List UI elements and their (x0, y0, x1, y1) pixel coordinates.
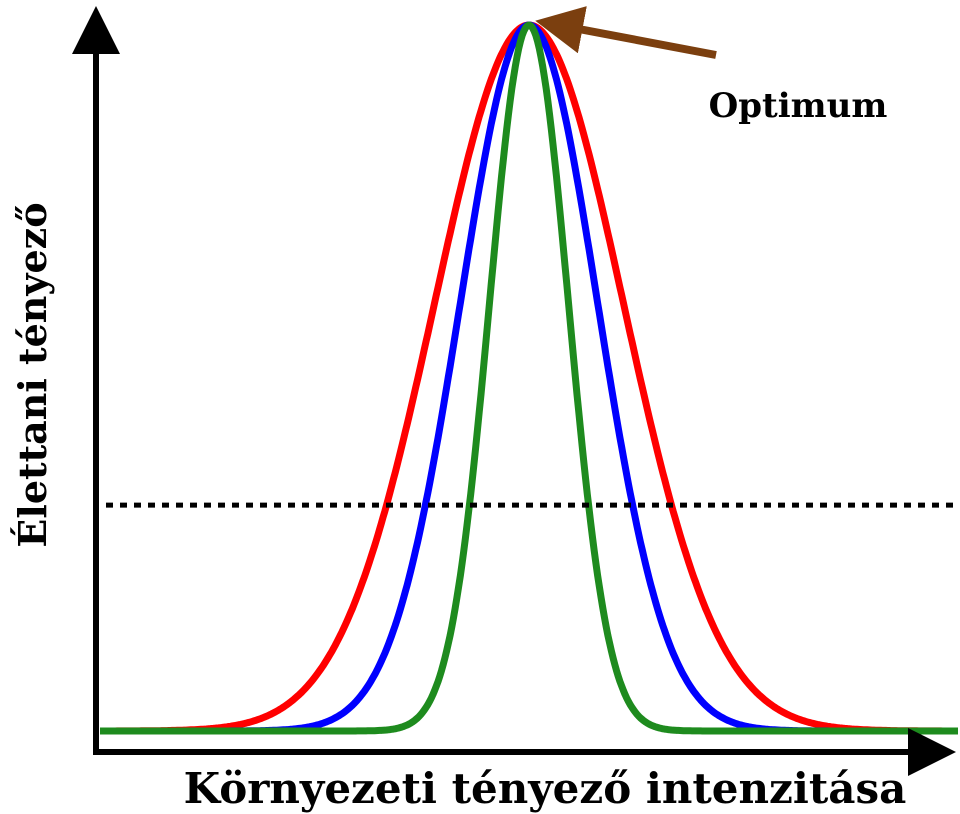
x-axis-title: Környezeti tényező intenzitása (184, 764, 907, 813)
optimum-label: Optimum (709, 86, 888, 126)
curve-medium (98, 21, 960, 735)
curve-narrow (98, 21, 960, 735)
curve-wide (98, 21, 960, 735)
curves-group (98, 21, 960, 735)
optimum-arrow (535, 6, 717, 59)
y-axis-title: Élettani tényező (10, 202, 55, 547)
